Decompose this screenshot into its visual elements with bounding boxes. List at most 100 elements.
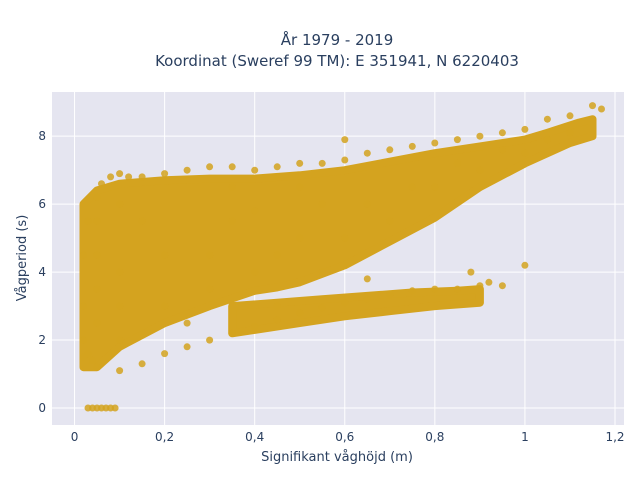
scatter-point [485,278,493,286]
scatter-point [521,261,529,269]
scatter-point [273,302,281,310]
x-tick-labels: 0 0,2 0,4 0,6 0,8 1 1,2 [71,430,625,444]
scatter-point [598,105,605,113]
scatter-point [111,404,119,412]
scatter-point [80,336,87,344]
scatter-point [93,285,101,293]
y-axis-title: Vågperiod (s) [15,215,30,302]
y-tick-label: 0 [38,401,46,415]
scatter-point [431,285,439,293]
scatter-point [273,316,281,324]
scatter-point [138,360,146,368]
scatter-point [116,336,124,344]
x-tick-label: 1,2 [605,430,624,444]
x-tick-label: 0,8 [425,430,444,444]
scatter-point [318,304,326,312]
x-tick-label: 1 [521,430,529,444]
scatter-point [116,200,124,208]
scatter-point [116,302,124,310]
y-tick-label: 2 [38,333,46,347]
scatter-point [84,217,92,225]
scatter-point [386,146,394,154]
scatter-point [161,251,169,259]
scatter-point [93,363,101,371]
scatter-point [296,159,304,167]
scatter-point [80,251,87,259]
scatter-point [98,180,105,188]
scatter-point [498,129,506,137]
scatter-point [408,183,416,191]
scatter-point [116,268,124,276]
scatter-point [206,251,214,259]
scatter-point [498,282,506,290]
scatter-point [93,193,101,201]
scatter-point [453,159,461,167]
scatter-point [341,136,349,144]
x-tick-label: 0,2 [155,430,174,444]
scatter-point [273,251,281,259]
scatter-point [84,350,92,358]
scatter-point [251,268,259,276]
scatter-point [161,350,169,358]
scatter-point [341,299,349,307]
scatter-point [251,323,259,330]
scatter-point [93,251,101,259]
scatter-point [296,183,304,191]
scatter-point [363,275,371,283]
scatter-point [228,163,236,171]
scatter-point [296,309,304,317]
scatter-point [183,166,191,174]
scatter-point [206,163,214,171]
scatter-point [543,115,551,123]
scatter-point [251,166,259,174]
scatter-point [161,302,169,310]
scatter-point [386,217,394,225]
data-layer [79,102,605,412]
scatter-point [566,112,574,120]
scatter-point [296,234,304,242]
scatter-point [84,404,92,412]
y-tick-labels: 0 2 4 6 8 [38,129,46,415]
scatter-point [363,295,371,303]
scatter-point [206,336,214,344]
scatter-point [408,142,416,150]
scatter-point [251,207,259,215]
scatter-point [431,183,439,191]
scatter-point [125,173,133,181]
chart-title-line2: Koordinat (Sweref 99 TM): E 351941, N 62… [155,52,519,70]
scatter-point [386,290,394,298]
scatter-point [408,287,416,295]
scatter-point [431,139,439,147]
x-tick-label: 0 [71,430,79,444]
scatter-point [566,129,574,137]
scatter-point [521,125,529,133]
x-tick-label: 0,6 [335,430,354,444]
scatter-density-band [79,115,597,372]
x-tick-label: 0,4 [245,430,264,444]
scatter-point [116,367,124,375]
scatter-point [341,234,349,242]
scatter-point [589,102,596,110]
scatter-point [228,329,236,337]
y-tick-label: 4 [38,265,46,279]
scatter-point [363,200,371,208]
scatter-point [363,149,371,157]
scatter-point [116,170,124,178]
scatter-point [453,285,461,293]
scatter-point [318,268,326,276]
scatter-point [161,170,169,178]
scatter-point [318,200,326,208]
scatter-point [80,302,87,310]
scatter-point [318,159,326,167]
scatter-point [476,282,484,290]
scatter-point [107,173,115,181]
scatter-point [453,136,461,144]
chart-title-line1: År 1979 - 2019 [281,30,394,49]
scatter-point [138,173,146,181]
scatter-point [476,132,484,140]
y-tick-label: 6 [38,197,46,211]
scatter-point [228,217,236,225]
scatter-lower-branch [228,285,484,338]
scatter-point [206,285,214,293]
